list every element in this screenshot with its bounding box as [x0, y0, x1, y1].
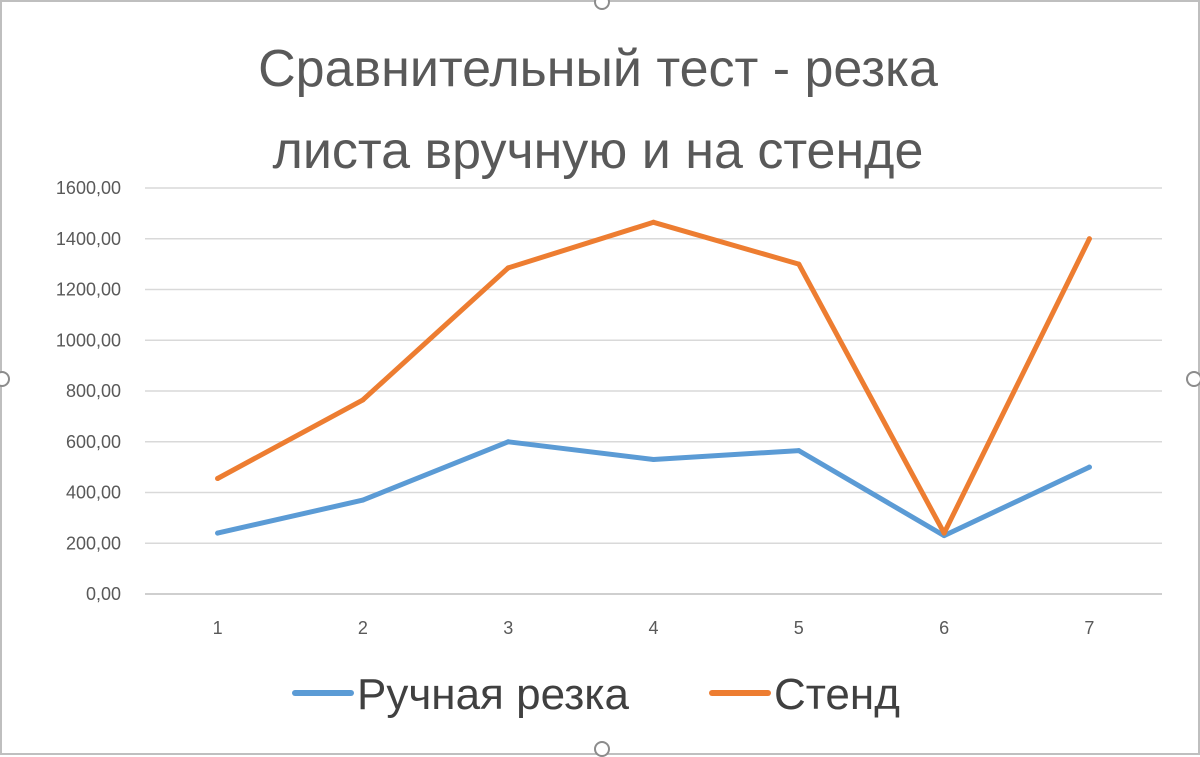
y-axis-ticks: 0,00 200,00 400,00 600,00 800,00 1000,00 1200,…	[56, 178, 121, 604]
y-tick-label: 1400,00	[56, 229, 121, 249]
x-axis-ticks: 1 2 3 4 5 6 7	[213, 618, 1095, 638]
resize-handle-left[interactable]	[0, 371, 10, 387]
x-tick-label: 5	[794, 618, 804, 638]
resize-handle-top[interactable]	[594, 0, 610, 10]
y-tick-label: 1000,00	[56, 330, 121, 350]
y-tick-label: 600,00	[66, 432, 121, 452]
series-line-1	[215, 439, 1092, 539]
data-point	[796, 261, 802, 267]
resize-handle-right[interactable]	[1186, 371, 1200, 387]
x-tick-label: 4	[648, 618, 658, 638]
data-point	[796, 448, 802, 454]
data-point	[651, 457, 656, 463]
series-line-2	[215, 219, 1092, 536]
data-point	[505, 439, 511, 445]
data-point	[505, 265, 511, 271]
data-point	[360, 497, 366, 503]
chart-title-line-1: Сравнительный тест - резка	[258, 40, 938, 98]
data-point	[1086, 236, 1092, 242]
legend-label-1: Ручная резка	[357, 670, 629, 719]
data-point	[215, 476, 221, 482]
data-point	[215, 530, 221, 536]
legend-label-2: Стенд	[774, 670, 900, 719]
x-tick-label: 7	[1084, 618, 1094, 638]
x-tick-label: 6	[939, 618, 949, 638]
chart-title-line-2: листа вручную и на стенде	[273, 122, 924, 180]
data-point	[360, 397, 366, 403]
legend: Ручная резка Стенд	[292, 670, 900, 719]
y-tick-label: 0,00	[86, 584, 121, 604]
plot-series	[215, 219, 1092, 539]
x-tick-label: 3	[503, 618, 513, 638]
y-tick-label: 1200,00	[56, 280, 121, 300]
x-tick-label: 2	[358, 618, 368, 638]
data-point	[1086, 464, 1092, 470]
x-tick-label: 1	[213, 618, 223, 638]
gridlines	[145, 187, 1162, 595]
y-tick-label: 800,00	[66, 381, 121, 401]
data-point	[651, 219, 656, 225]
y-tick-label: 1600,00	[56, 178, 121, 198]
y-tick-label: 200,00	[66, 533, 121, 553]
y-tick-label: 400,00	[66, 483, 121, 503]
data-point	[941, 530, 947, 536]
